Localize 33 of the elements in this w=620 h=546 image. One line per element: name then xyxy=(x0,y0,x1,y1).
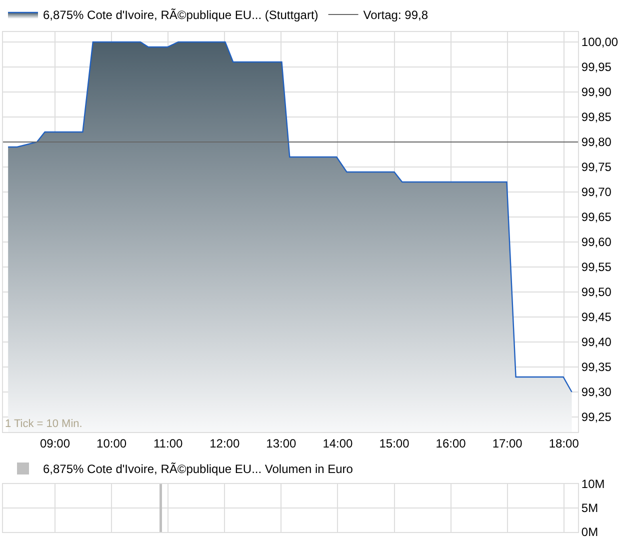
y-tick-label: 99,90 xyxy=(581,85,612,100)
x-tick-label: 15:00 xyxy=(379,436,410,450)
x-tick-label: 11:00 xyxy=(154,436,183,450)
y-tick-label: 99,40 xyxy=(581,335,612,350)
x-tick-label: 09:00 xyxy=(40,436,70,450)
x-tick-label: 17:00 xyxy=(492,436,523,450)
annotation: 1 Tick = 10 Min. xyxy=(5,418,82,430)
y-tick-label: 0M xyxy=(581,525,598,540)
x-tick-label: 10:00 xyxy=(96,436,127,450)
y-tick-label: 99,60 xyxy=(581,235,612,250)
x-tick-label: 18:00 xyxy=(548,436,580,450)
y-tick-label: 99,25 xyxy=(581,410,612,424)
y-tick-label: 10M xyxy=(581,477,605,492)
x-tick-label: 12:00 xyxy=(210,436,240,450)
legend-label: 6,875% Cote d'Ivoire, RÃ©publique EU... (Stuttgart) xyxy=(43,8,318,22)
legend-label: Vortag: 99,8 xyxy=(363,8,428,22)
x-tick-label: 14:00 xyxy=(322,436,354,450)
y-tick-label: 99,95 xyxy=(581,60,612,74)
y-tick-label: 99,65 xyxy=(581,210,612,224)
y-tick-label: 99,80 xyxy=(581,135,612,150)
y-tick-label: 99,85 xyxy=(581,110,612,124)
x-tick-label: 16:00 xyxy=(436,436,466,450)
y-tick-label: 5M xyxy=(581,501,598,516)
y-tick-label: 99,35 xyxy=(581,360,612,374)
y-tick-label: 99,75 xyxy=(581,160,612,174)
x-tick-label: 13:00 xyxy=(266,436,297,450)
y-tick-label: 99,55 xyxy=(581,260,612,274)
legend-label: 6,875% Cote d'Ivoire, RÃ©publique EU... Volumen in Euro xyxy=(43,462,354,476)
y-tick-label: 99,70 xyxy=(581,185,612,200)
y-tick-label: 99,30 xyxy=(581,385,612,400)
y-tick-label: 100,00 xyxy=(581,35,618,50)
y-tick-label: 99,45 xyxy=(581,310,612,324)
y-tick-label: 99,50 xyxy=(581,285,612,300)
